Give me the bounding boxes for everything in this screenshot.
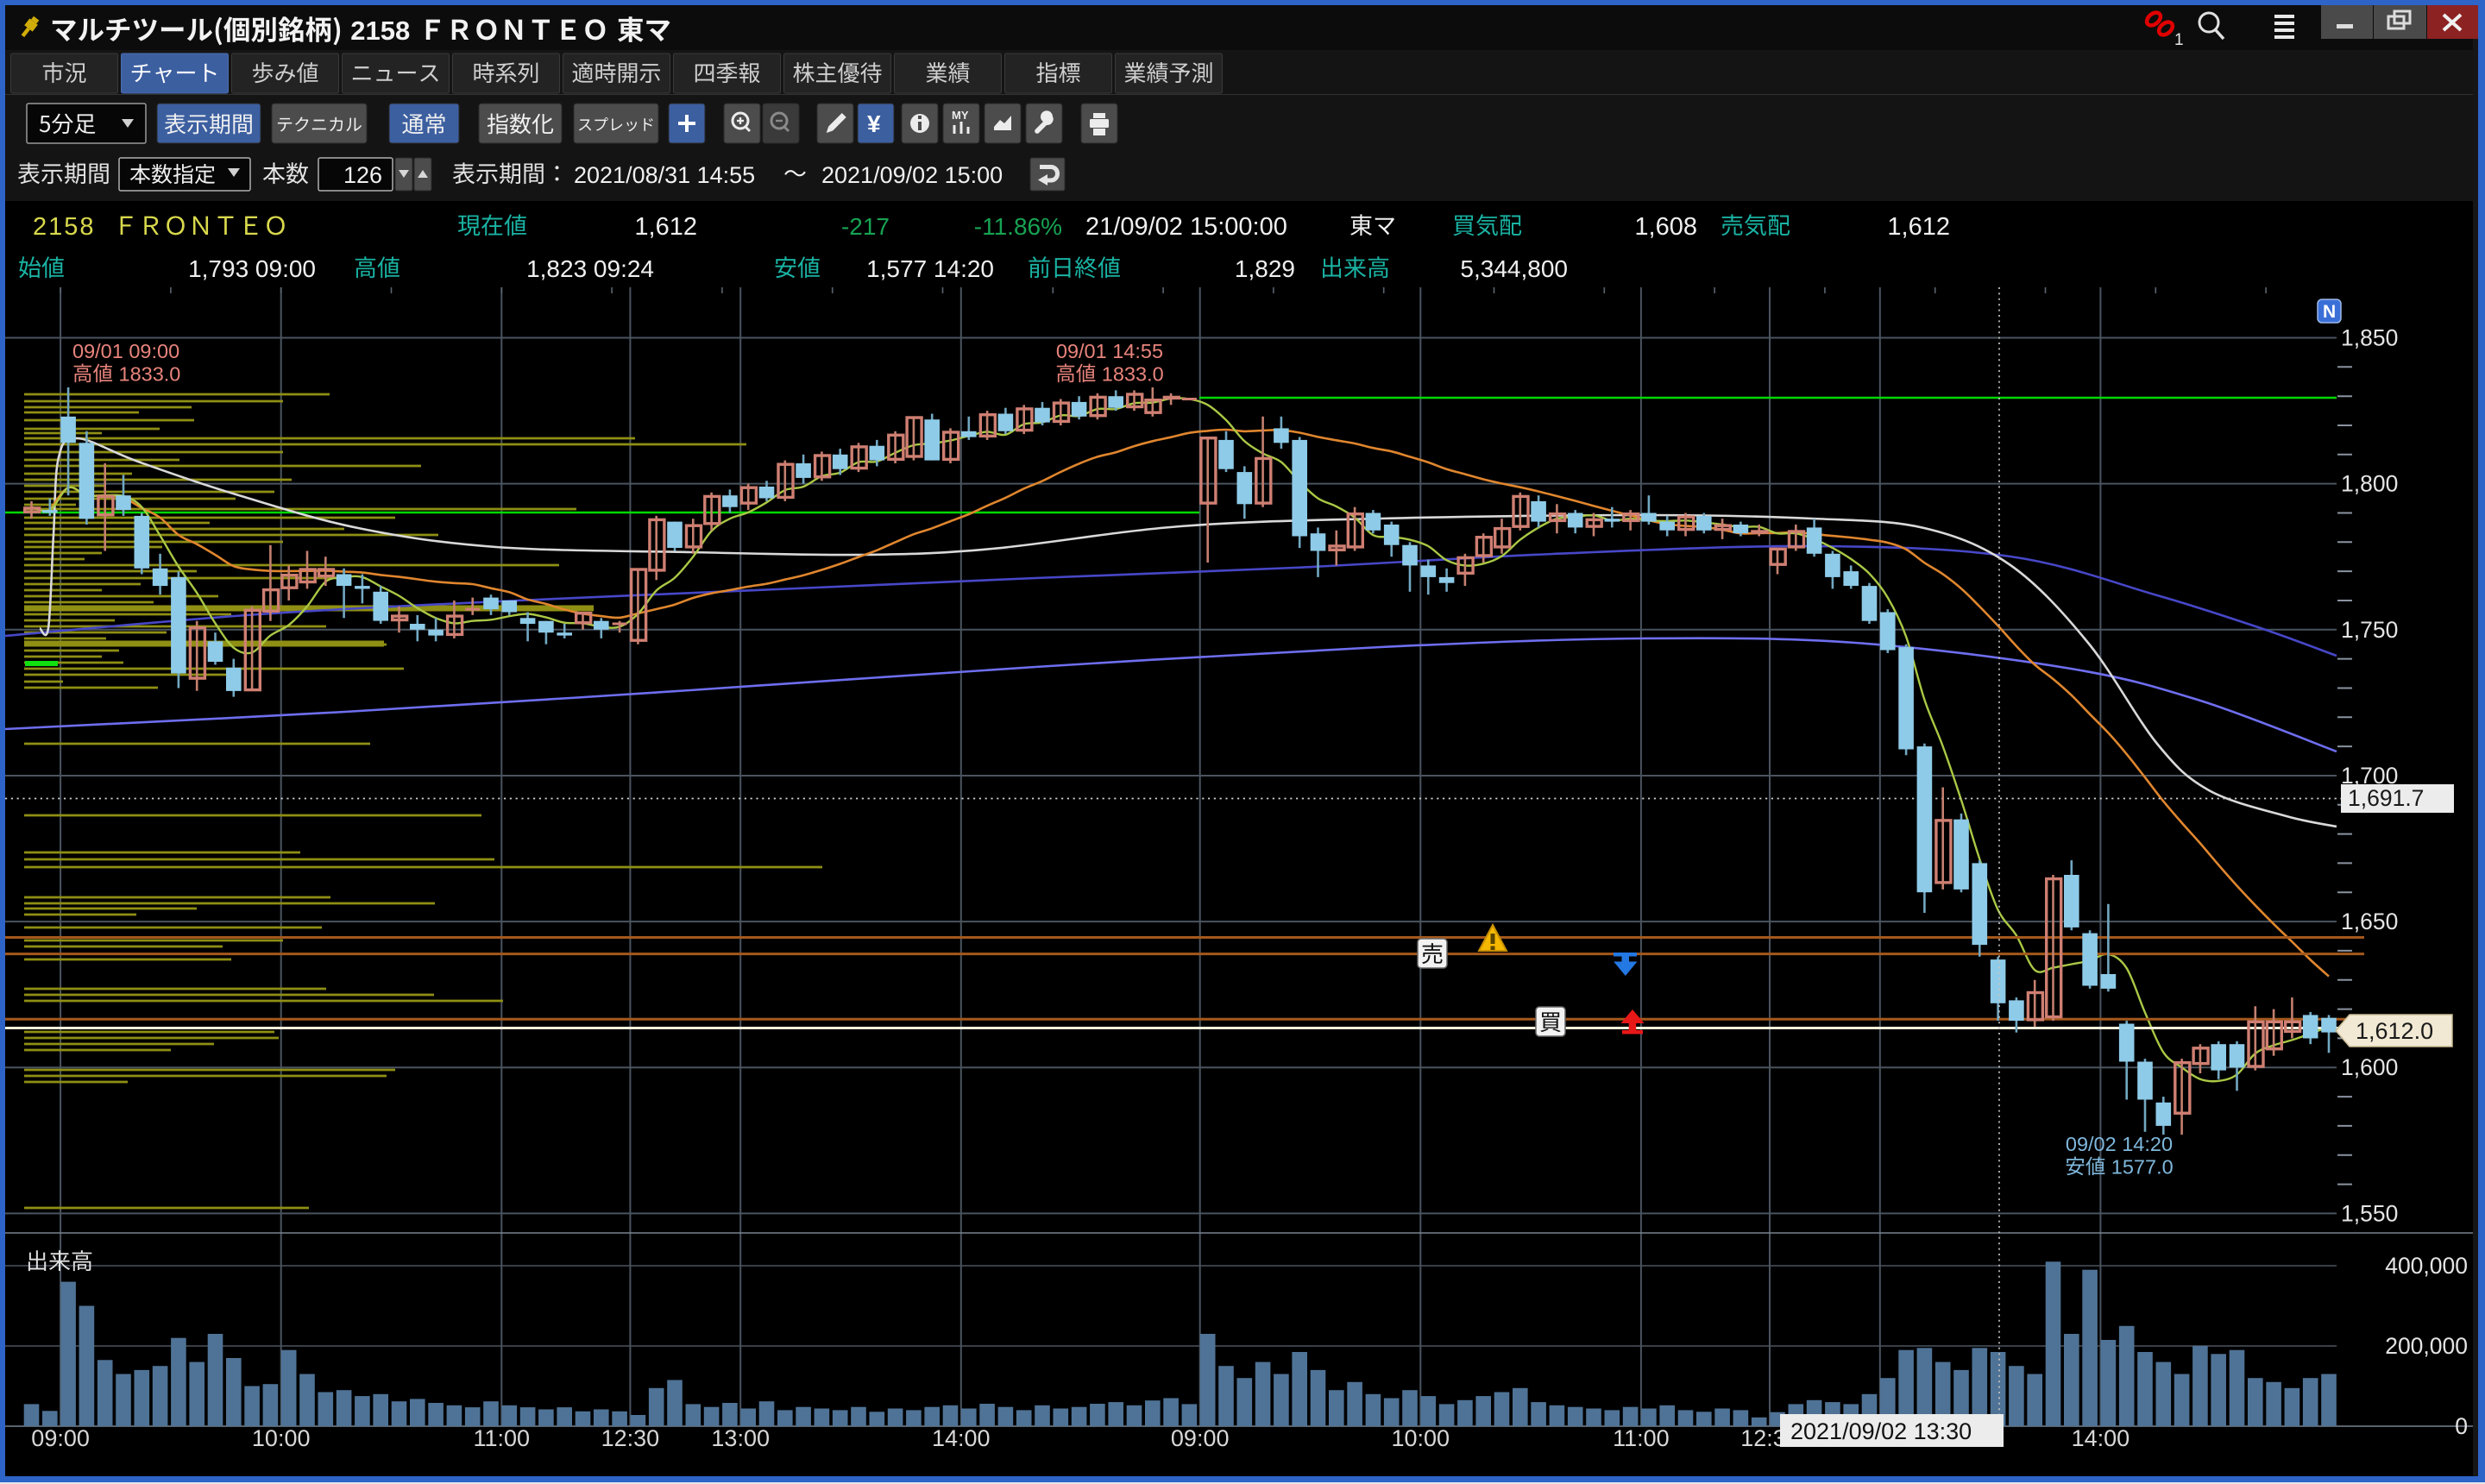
svg-text:200,000: 200,000 <box>2385 1333 2468 1359</box>
svg-text:¥: ¥ <box>867 110 881 137</box>
svg-text:0: 0 <box>2455 1413 2468 1439</box>
svg-text:1833.0: 1833.0 <box>119 362 181 385</box>
svg-text:400,000: 400,000 <box>2385 1253 2468 1279</box>
svg-text:-217: -217 <box>841 213 890 240</box>
svg-text:1,800: 1,800 <box>2341 471 2398 497</box>
svg-text:12:30: 12:30 <box>601 1425 660 1451</box>
svg-text:1: 1 <box>2174 31 2184 49</box>
svg-text:10:00: 10:00 <box>1392 1425 1450 1451</box>
svg-text:2021/09/02 13:30: 2021/09/02 13:30 <box>1790 1418 1972 1444</box>
svg-text:1,612: 1,612 <box>634 213 697 241</box>
svg-text:11:00: 11:00 <box>474 1425 531 1451</box>
svg-text:MY: MY <box>952 109 969 122</box>
svg-text:1,750: 1,750 <box>2341 617 2398 643</box>
svg-text:13:00: 13:00 <box>711 1425 770 1451</box>
svg-text:09:00: 09:00 <box>1171 1425 1230 1451</box>
svg-text:126: 126 <box>343 162 382 188</box>
svg-text:09:00: 09:00 <box>31 1425 90 1451</box>
svg-text:2158: 2158 <box>350 16 410 46</box>
svg-text:-11.86%: -11.86% <box>974 213 1062 240</box>
svg-text:09/01 14:55: 09/01 14:55 <box>1056 340 1163 362</box>
svg-text:1577.0: 1577.0 <box>2111 1155 2174 1178</box>
svg-text:1,850: 1,850 <box>2341 325 2398 351</box>
svg-text:09/02 14:20: 09/02 14:20 <box>2066 1133 2173 1155</box>
svg-text:1,612.0: 1,612.0 <box>2356 1018 2433 1044</box>
svg-text:14:00: 14:00 <box>2072 1425 2130 1451</box>
svg-text:1,550: 1,550 <box>2341 1200 2398 1226</box>
svg-text:2021/08/31 14:55: 2021/08/31 14:55 <box>574 162 755 188</box>
svg-text:1,608: 1,608 <box>1634 213 1697 241</box>
svg-text:1,691.7: 1,691.7 <box>2348 785 2424 811</box>
svg-text:21/09/02 15:00:00: 21/09/02 15:00:00 <box>1085 213 1287 241</box>
svg-text:1,577 14:20: 1,577 14:20 <box>866 255 994 282</box>
svg-text:N: N <box>2323 302 2336 322</box>
svg-text:5,344,800: 5,344,800 <box>1460 255 1568 282</box>
svg-text:1,600: 1,600 <box>2341 1054 2398 1080</box>
svg-text:10:00: 10:00 <box>252 1425 311 1451</box>
svg-text:1833.0: 1833.0 <box>1102 362 1164 385</box>
svg-text:2021/09/02 15:00: 2021/09/02 15:00 <box>821 162 1003 188</box>
svg-text:1,793 09:00: 1,793 09:00 <box>188 255 316 282</box>
svg-text:1,612: 1,612 <box>1887 213 1950 241</box>
svg-text:1,823 09:24: 1,823 09:24 <box>526 255 654 282</box>
svg-text:11:00: 11:00 <box>1613 1425 1670 1451</box>
svg-text:14:00: 14:00 <box>932 1425 991 1451</box>
svg-text:2158: 2158 <box>33 213 96 241</box>
svg-text:1,829: 1,829 <box>1235 255 1295 282</box>
svg-text:1,650: 1,650 <box>2341 909 2398 934</box>
svg-text:09/01 09:00: 09/01 09:00 <box>72 340 179 362</box>
